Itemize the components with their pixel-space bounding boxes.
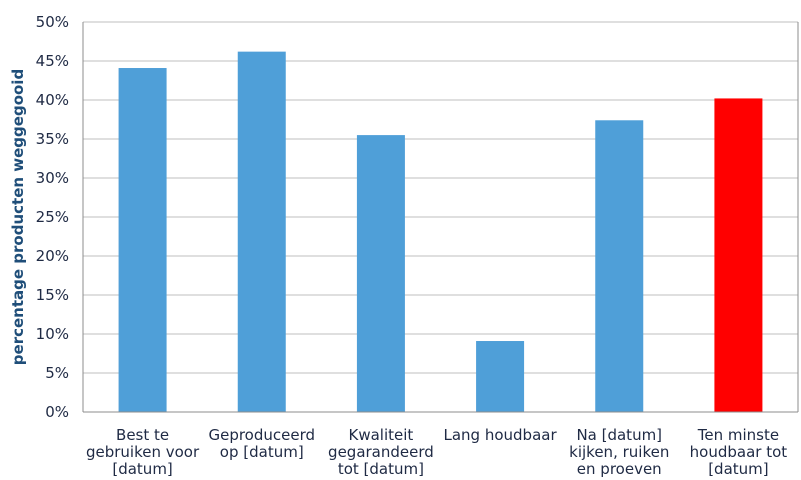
bar (595, 120, 644, 412)
y-tick-label: 15% (36, 286, 69, 304)
y-tick-label: 30% (36, 169, 69, 187)
y-tick-label: 0% (45, 403, 69, 421)
y-tick-label: 45% (36, 52, 69, 70)
bars (118, 51, 763, 413)
x-axis-labels: Best te gebruiken voor [datum]Geproduceerd… (86, 426, 787, 478)
x-tick-label: Best te gebruiken voor [datum] (86, 426, 200, 478)
gridlines (83, 21, 798, 374)
bar (476, 341, 525, 412)
y-tick-label: 35% (36, 130, 69, 148)
y-axis-ticks: 0% 5% 10% 15% 20% 25% 30% 35% 40% 45% 50% (36, 13, 69, 421)
y-tick-label: 50% (36, 13, 69, 31)
x-tick-label: Kwaliteit gegarandeerd tot [datum] (328, 426, 434, 478)
bar (714, 98, 763, 412)
y-tick-label: 40% (36, 91, 69, 109)
y-tick-label: 25% (36, 208, 69, 226)
x-tick-label: Ten minste houdbaar tot [datum] (690, 426, 788, 478)
bar (356, 135, 405, 412)
bar (118, 68, 167, 413)
y-tick-label: 20% (36, 247, 69, 265)
y-tick-label: 5% (45, 364, 69, 382)
bar (237, 51, 286, 412)
x-tick-label: Lang houdbaar (444, 426, 558, 444)
y-tick-label: 10% (36, 325, 69, 343)
x-tick-label: Geproduceerd op [datum] (208, 426, 315, 461)
y-axis-label: percentage producten weggegooid (9, 69, 27, 365)
x-tick-label: Na [datum] kijken, ruiken en proeven (569, 426, 669, 478)
